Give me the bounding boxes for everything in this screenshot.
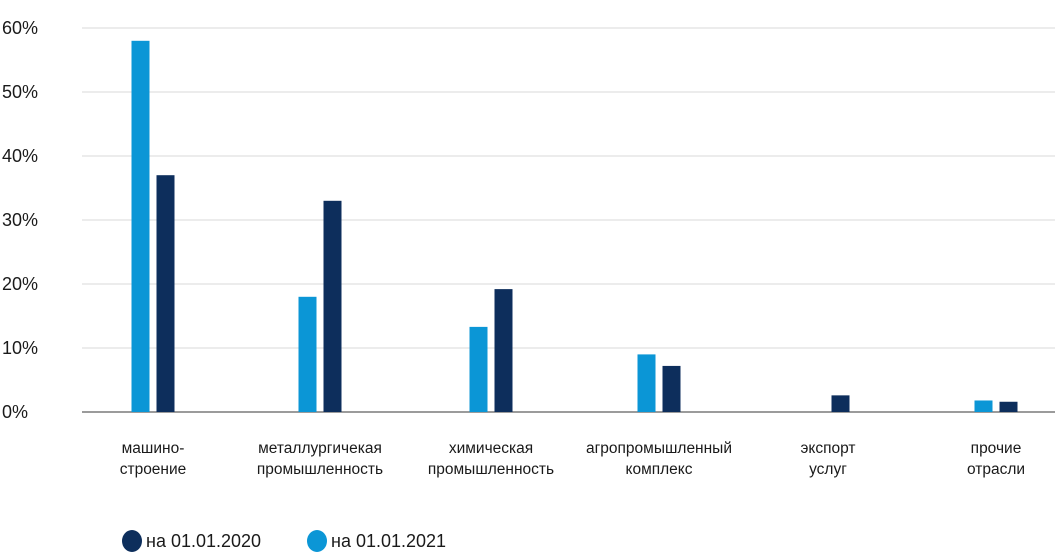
bar <box>131 40 150 413</box>
x-category-label: химическая промышленность <box>428 440 554 478</box>
bar <box>974 400 993 412</box>
bar <box>494 289 513 412</box>
x-category-label: металлургичекая промышленность <box>257 440 383 478</box>
y-tick-label: 40% <box>2 146 38 166</box>
y-tick-label: 30% <box>2 210 38 230</box>
y-tick-label: 60% <box>2 18 38 38</box>
legend-swatch <box>307 530 327 552</box>
y-tick-label: 10% <box>2 338 38 358</box>
bar <box>999 401 1018 412</box>
y-tick-label: 0% <box>2 402 28 422</box>
bar <box>298 296 317 412</box>
bar <box>323 200 342 412</box>
bar <box>469 326 488 412</box>
legend-swatch <box>122 530 142 552</box>
bar <box>662 365 681 412</box>
bar <box>637 354 656 412</box>
legend-label: на 01.01.2020 <box>146 531 261 551</box>
x-category-label: прочие отрасли <box>967 440 1025 478</box>
bar <box>831 395 850 412</box>
y-tick-label: 50% <box>2 82 38 102</box>
legend-label: на 01.01.2021 <box>331 531 446 551</box>
x-category-label: экспорт услуг <box>800 440 855 478</box>
y-tick-label: 20% <box>2 274 38 294</box>
x-category-label: машино-строение <box>120 440 187 478</box>
x-category-label: агропромышленный комплекс <box>586 440 732 478</box>
bar <box>156 175 175 412</box>
